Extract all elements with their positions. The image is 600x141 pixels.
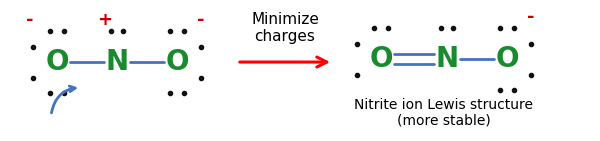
Text: O: O	[495, 45, 519, 73]
Text: O: O	[45, 48, 69, 76]
Text: Nitrite ion Lewis structure
(more stable): Nitrite ion Lewis structure (more stable…	[355, 98, 533, 128]
Text: O: O	[165, 48, 189, 76]
Text: N: N	[436, 45, 458, 73]
Text: -: -	[197, 11, 205, 29]
Text: Minimize
charges: Minimize charges	[251, 12, 319, 44]
Text: -: -	[26, 11, 34, 29]
Text: -: -	[527, 8, 535, 26]
Text: N: N	[106, 48, 128, 76]
Text: +: +	[98, 11, 113, 29]
Text: O: O	[369, 45, 393, 73]
